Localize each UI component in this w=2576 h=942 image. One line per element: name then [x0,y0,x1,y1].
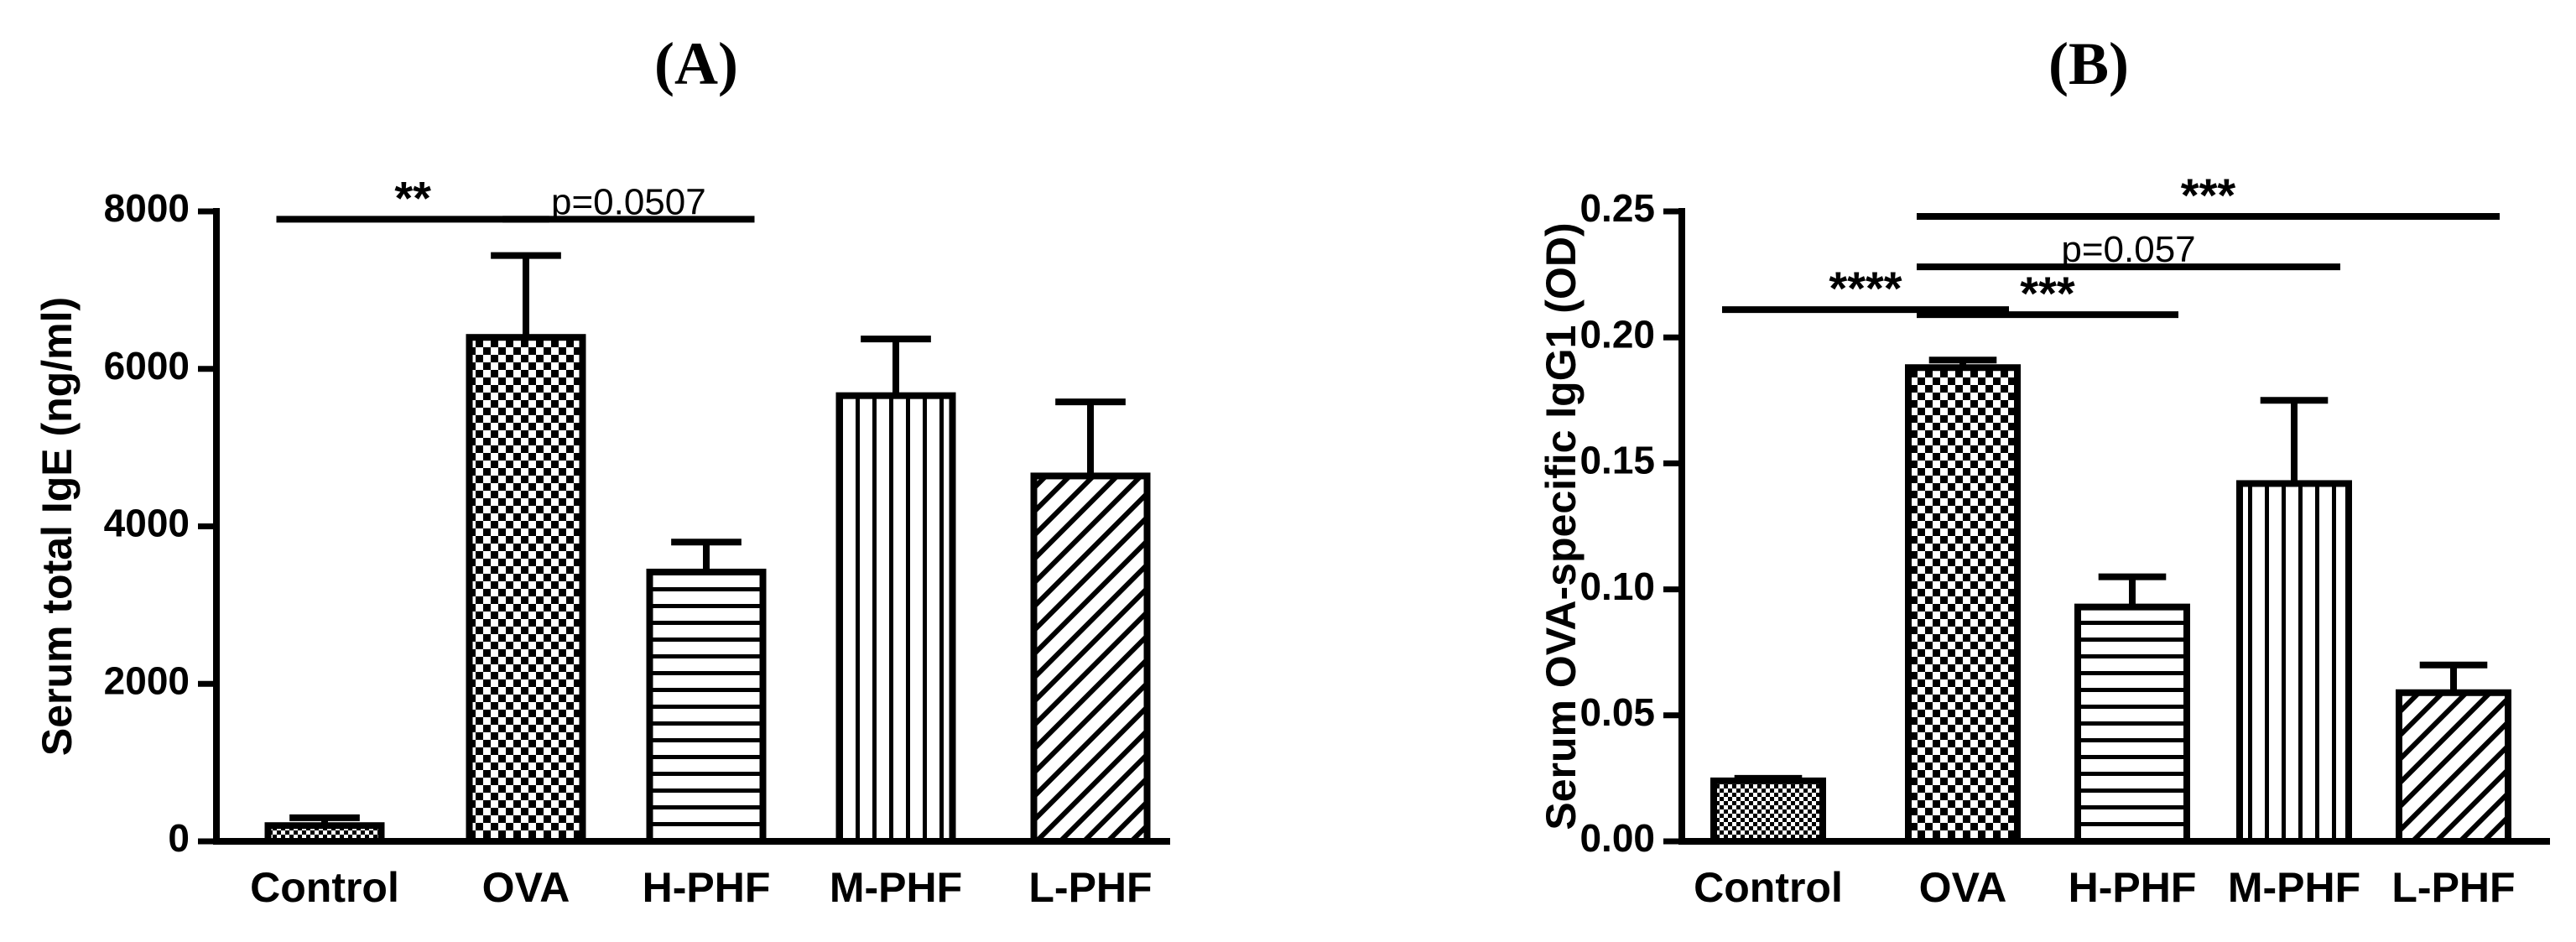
significance-label: p=0.0507 [551,181,706,222]
y-tick-label: 0.20 [1579,312,1655,356]
significance-label: *** [2181,169,2236,221]
bar-m-phf [835,392,956,846]
panel-b: (B) Serum OVA-specific IgG1 (OD)0.00 0.05 0… [1538,30,2550,911]
y-tick-label: 4000 [104,502,190,545]
y-tick-label: 0.25 [1579,186,1655,230]
panel-label: (A) [654,30,738,97]
x-category-label: H-PHF [643,864,771,911]
y-tick-label: 0.00 [1579,816,1655,860]
significance-label: *** [2020,267,2075,320]
x-category-label: L-PHF [2391,864,2515,911]
x-category-label: Control [1694,864,1843,911]
y-tick-label: 6000 [104,344,190,388]
significance-label: **** [1829,262,1902,315]
x-category-label: L-PHF [1028,864,1152,911]
bar-control [264,822,385,845]
x-category-label: Control [250,864,399,911]
y-tick-label: 0.10 [1579,565,1655,608]
x-category-label: M-PHF [2228,864,2360,911]
significance-label: ** [394,171,431,224]
y-tick-label: 2000 [104,658,190,702]
bar-l-phf [1030,472,1151,845]
bar-ova [466,334,586,845]
y-axis-title: Serum total IgE (ng/ml) [34,297,81,756]
bar-control [1710,777,1826,845]
bar-h-phf [646,568,767,845]
panel-a: (A) Serum total IgE (ng/ml) 0 2000 4000 6000 8… [34,30,1170,911]
y-tick-label: 0.05 [1579,690,1655,734]
x-category-label: H-PHF [2069,864,2197,911]
x-category-label: M-PHF [830,864,962,911]
bar-ova [1905,364,2021,845]
y-tick-label: 8000 [104,186,190,230]
bar-h-phf [2074,603,2190,845]
bar-m-phf [2236,480,2352,845]
y-axis-title: Serum OVA-specific IgG1 (OD) [1538,222,1585,830]
y-tick-label: 0.15 [1579,439,1655,482]
x-category-label: OVA [1919,864,2007,911]
bar-l-phf [2396,689,2511,845]
panel-label: (B) [2048,30,2129,97]
x-category-label: OVA [482,864,570,911]
significance-label: p=0.057 [2061,229,2195,270]
y-tick-label: 0 [168,816,190,860]
